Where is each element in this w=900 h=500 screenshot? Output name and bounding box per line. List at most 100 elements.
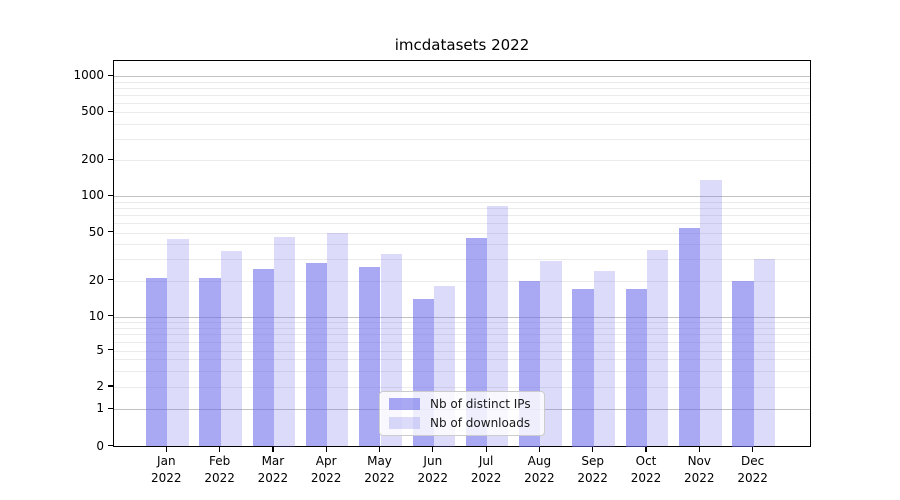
x-tick-mark-oct xyxy=(645,446,647,452)
y-tick-mark-1 xyxy=(108,407,113,409)
x-tick-label-oct: Oct 2022 xyxy=(630,453,662,485)
bar-distinct-ips-dec xyxy=(732,280,754,447)
bar-downloads-oct xyxy=(647,249,669,447)
y-tick-label-2: 2 xyxy=(96,379,104,393)
gridline-minor-500 xyxy=(114,112,810,114)
bar-distinct-ips-feb xyxy=(199,277,221,447)
x-tick-mark-may xyxy=(378,446,381,452)
y-tick-mark-1000 xyxy=(108,74,113,76)
gridline-minor-90 xyxy=(114,201,810,203)
x-tick-mark-aug xyxy=(538,446,541,452)
x-tick-label-jun: Jun 2022 xyxy=(417,453,449,485)
x-tick-label-may: May 2022 xyxy=(364,453,395,485)
bar-downloads-sep xyxy=(593,271,615,447)
bar-downloads-jul xyxy=(487,206,509,447)
y-tick-mark-100 xyxy=(108,194,113,197)
legend-swatch-distinct-ips xyxy=(389,398,420,410)
gridline-minor-6 xyxy=(114,341,810,343)
x-tick-mark-apr xyxy=(325,446,327,452)
gridline-minor-7 xyxy=(114,334,810,336)
gridline-minor-400 xyxy=(114,124,810,125)
legend: Nb of distinct IPs Nb of downloads xyxy=(379,391,545,436)
gridline-minor-2 xyxy=(114,387,810,388)
x-tick-label-feb: Feb 2022 xyxy=(204,453,235,485)
x-tick-label-jan: Jan 2022 xyxy=(151,453,182,485)
gridline-minor-900 xyxy=(114,81,810,83)
x-tick-mark-jan xyxy=(165,446,167,452)
gridline-major-10 xyxy=(114,316,810,318)
gridline-major-100 xyxy=(114,196,810,198)
bar-distinct-ips-mar xyxy=(252,268,274,447)
bar-downloads-nov xyxy=(700,180,722,447)
y-tick-mark-10 xyxy=(108,315,113,317)
legend-swatch-downloads xyxy=(389,417,420,429)
y-tick-mark-5 xyxy=(108,348,113,351)
gridline-minor-8 xyxy=(114,327,810,329)
y-tick-label-500: 500 xyxy=(81,104,104,119)
gridline-major-1000 xyxy=(114,76,810,78)
y-tick-label-1: 1 xyxy=(96,401,104,416)
bar-downloads-dec xyxy=(753,259,775,447)
bar-downloads-feb xyxy=(220,251,242,447)
chart-title: imcdatasets 2022 xyxy=(394,36,530,54)
x-tick-label-mar: Mar 2022 xyxy=(257,453,289,485)
bar-distinct-ips-nov xyxy=(679,227,701,447)
gridline-minor-30 xyxy=(114,259,810,261)
y-tick-label-1000: 1000 xyxy=(73,68,104,83)
y-tick-mark-500 xyxy=(108,110,113,112)
x-tick-label-jul: Jul 2022 xyxy=(470,453,502,485)
gridline-minor-9 xyxy=(114,321,810,323)
x-tick-mark-jun xyxy=(432,446,434,452)
x-tick-mark-feb xyxy=(219,446,221,452)
bar-downloads-mar xyxy=(273,237,296,447)
y-tick-mark-0 xyxy=(108,444,113,447)
x-tick-mark-sep xyxy=(592,446,594,452)
y-tick-label-20: 20 xyxy=(88,272,104,287)
x-tick-label-sep: Sep 2022 xyxy=(577,453,608,485)
x-tick-mark-jul xyxy=(485,446,487,452)
x-tick-mark-nov xyxy=(698,446,700,452)
y-tick-mark-200 xyxy=(108,158,113,160)
bar-distinct-ips-apr xyxy=(305,262,328,447)
gridline-minor-600 xyxy=(114,102,810,104)
y-tick-label-50: 50 xyxy=(88,224,104,239)
gridline-minor-3 xyxy=(114,370,810,372)
bar-distinct-ips-may xyxy=(359,266,381,447)
gridline-minor-300 xyxy=(114,139,810,140)
gridline-minor-40 xyxy=(114,244,810,246)
gridline-minor-200 xyxy=(114,160,810,162)
bar-distinct-ips-oct xyxy=(625,289,647,447)
y-tick-label-5: 5 xyxy=(96,342,104,357)
plot-area xyxy=(113,60,811,447)
bar-downloads-jan xyxy=(167,239,189,447)
legend-item-distinct-ips: Nb of distinct IPs xyxy=(380,397,544,411)
x-tick-label-aug: Aug 2022 xyxy=(524,453,555,485)
gridline-minor-4 xyxy=(114,359,810,361)
gridline-minor-70 xyxy=(114,215,810,216)
x-tick-mark-dec xyxy=(752,446,754,452)
bar-downloads-apr xyxy=(327,232,349,447)
x-tick-label-dec: Dec 2022 xyxy=(737,453,768,485)
gridline-minor-5 xyxy=(114,350,810,352)
y-tick-mark-20 xyxy=(108,278,113,281)
legend-label-downloads: Nb of downloads xyxy=(430,416,531,430)
x-tick-label-nov: Nov 2022 xyxy=(684,453,715,485)
x-tick-label-apr: Apr 2022 xyxy=(310,453,342,485)
legend-item-downloads: Nb of downloads xyxy=(380,416,544,430)
y-tick-label-10: 10 xyxy=(88,308,104,323)
legend-label-distinct-ips: Nb of distinct IPs xyxy=(430,397,531,411)
y-tick-label-200: 200 xyxy=(81,152,104,167)
gridline-minor-60 xyxy=(114,223,810,225)
y-tick-label-100: 100 xyxy=(81,188,104,203)
gridline-minor-80 xyxy=(114,208,810,210)
gridline-minor-800 xyxy=(114,87,810,89)
gridline-minor-700 xyxy=(114,94,810,96)
x-tick-mark-mar xyxy=(272,446,274,452)
bar-downloads-aug xyxy=(540,261,562,447)
gridline-minor-50 xyxy=(114,232,810,234)
y-tick-mark-2 xyxy=(108,385,113,387)
bar-distinct-ips-jan xyxy=(146,277,168,447)
y-tick-mark-50 xyxy=(108,231,113,233)
y-tick-label-0: 0 xyxy=(96,438,104,453)
